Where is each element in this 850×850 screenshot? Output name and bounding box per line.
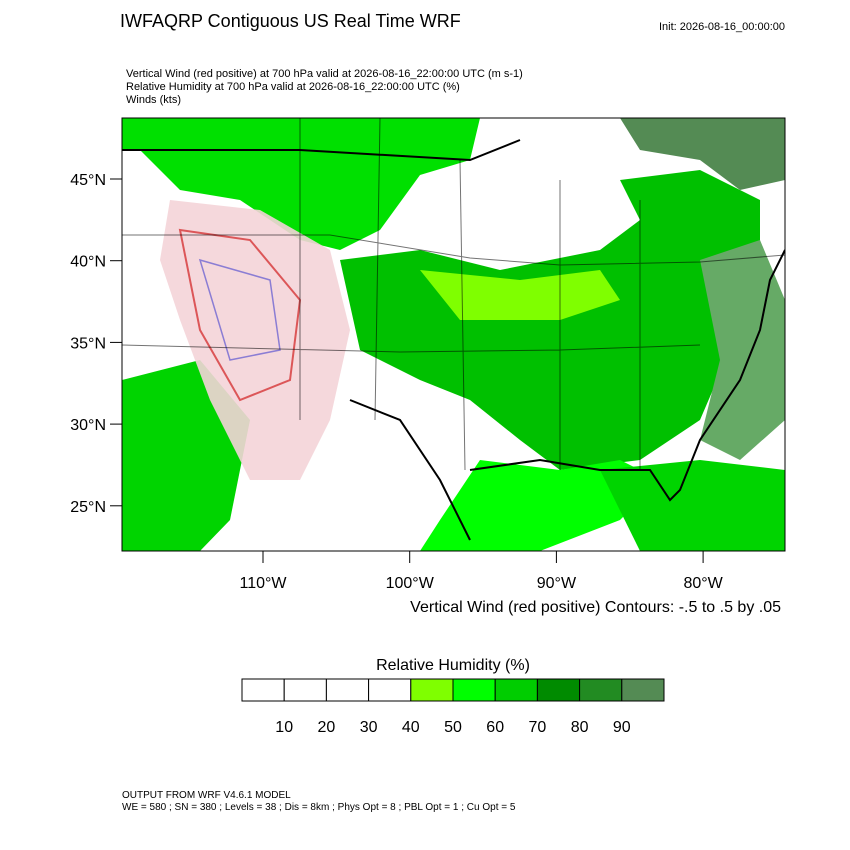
subtitle: Relative Humidity at 700 hPa valid at 20… xyxy=(126,81,460,93)
colorbar-box xyxy=(368,678,412,702)
footer: WE = 580 ; SN = 380 ; Levels = 38 ; Dis … xyxy=(122,802,516,813)
lon-label: 110°W xyxy=(239,575,287,592)
colorbar-box xyxy=(494,678,538,702)
lat-labels: 45°N 40°N 35°N 30°N 25°N xyxy=(70,172,122,516)
lat-label: 45°N xyxy=(70,172,106,189)
footer: OUTPUT FROM WRF V4.6.1 MODEL xyxy=(122,790,291,801)
subtitle: Vertical Wind (red positive) at 700 hPa … xyxy=(126,68,523,80)
colorbar-label: 50 xyxy=(444,719,462,736)
colorbar-box xyxy=(536,678,581,702)
lon-label: 100°W xyxy=(386,575,435,592)
lat-label: 25°N xyxy=(70,499,106,516)
subtitle: Winds (kts) xyxy=(126,94,181,106)
colorbar-label: 20 xyxy=(318,719,336,736)
colorbar-label: 80 xyxy=(571,719,589,736)
colorbar-box xyxy=(452,678,496,702)
colorbar-box xyxy=(283,678,327,702)
title: IWFAQRP Contiguous US Real Time WRF xyxy=(120,11,461,31)
colorbar-label: 40 xyxy=(402,719,420,736)
lat-label: 40°N xyxy=(70,254,106,271)
colorbar-label: 10 xyxy=(275,719,293,736)
lat-label: 35°N xyxy=(70,335,106,352)
colorbar-label: 60 xyxy=(486,719,504,736)
lon-label: 80°W xyxy=(683,575,723,592)
map-frame xyxy=(121,117,786,552)
colorbar-label: 30 xyxy=(360,719,378,736)
lon-labels: 110°W 100°W 90°W 80°W xyxy=(239,551,724,592)
colorbar-box xyxy=(579,678,623,702)
colorbar-label: 70 xyxy=(529,719,547,736)
colorbar-box xyxy=(410,678,454,702)
colorbar-box xyxy=(241,678,285,702)
colorbar-title: Relative Humidity (%) xyxy=(376,657,530,674)
contour-note: Vertical Wind (red positive) Contours: -… xyxy=(410,599,781,616)
colorbar-label: 90 xyxy=(613,719,631,736)
colorbar: 10 20 30 40 50 60 70 80 90 xyxy=(241,678,665,736)
init-time: Init: 2026-08-16_00:00:00 xyxy=(659,21,785,33)
colorbar-box xyxy=(621,678,665,702)
lat-label: 30°N xyxy=(70,417,106,434)
map-field xyxy=(122,118,785,551)
lon-label: 90°W xyxy=(537,575,577,592)
colorbar-box xyxy=(325,678,370,702)
